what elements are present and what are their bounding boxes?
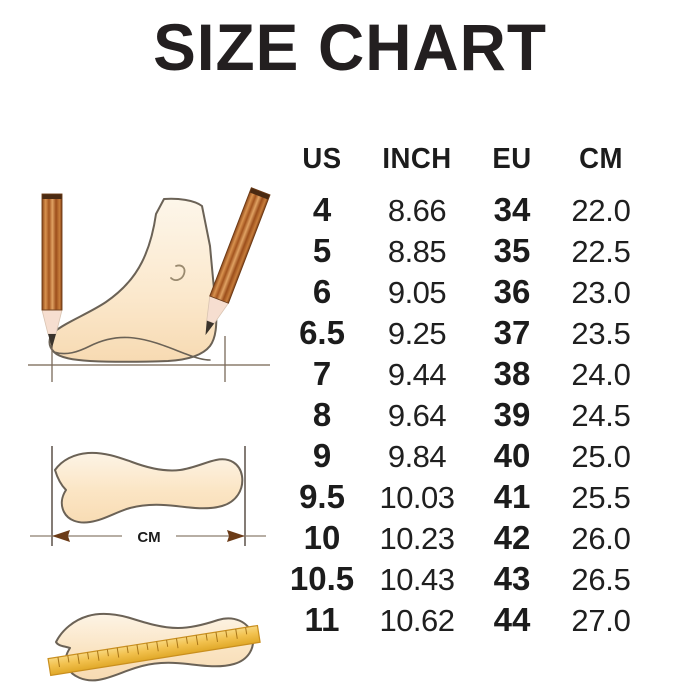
table-body: 4 8.66 34 22.0 5 8.85 35 22.5 6 9.05 36 23.0 6.5 9.25… [283, 191, 663, 642]
cell-us: 4 [312, 191, 332, 228]
table-row: 5 8.85 35 22.5 [283, 232, 663, 273]
table-row: 10 10.23 42 26.0 [283, 519, 663, 560]
cell-eu: 44 [493, 601, 531, 638]
cell-inch: 8.85 [387, 234, 447, 269]
foot-arch-detail [53, 336, 211, 361]
cell-us: 10.5 [289, 560, 355, 597]
cell-inch: 9.44 [387, 357, 447, 392]
cell-eu: 40 [493, 437, 531, 474]
pencil-right-icon [205, 187, 271, 336]
cell-cm: 23.0 [571, 275, 631, 310]
foot-tape-measure-illustration [26, 584, 276, 692]
cell-us: 5 [312, 232, 332, 269]
cell-eu: 38 [493, 355, 531, 392]
column-header-inch: INCH [382, 143, 452, 175]
cell-eu: 37 [493, 314, 531, 351]
cell-cm: 24.5 [571, 398, 631, 433]
table-row: 10.5 10.43 43 26.5 [283, 560, 663, 601]
size-chart-table: US INCH EU CM 4 8.66 34 22.0 5 8.85 35 22.5 6 9.0… [283, 143, 663, 642]
cell-cm: 26.5 [571, 562, 631, 597]
foot-sole-dimension-illustration: CM [22, 424, 272, 564]
table-row: 9.5 10.03 41 25.5 [283, 478, 663, 519]
cell-inch: 8.66 [387, 193, 447, 228]
table-row: 8 9.64 39 24.5 [283, 396, 663, 437]
cell-cm: 25.5 [571, 480, 631, 515]
table-row: 9 9.84 40 25.0 [283, 437, 663, 478]
cell-inch: 9.64 [387, 398, 447, 433]
column-header-cm: CM [579, 143, 623, 175]
column-header-eu: EU [492, 143, 532, 175]
cell-inch: 9.84 [387, 439, 447, 474]
cell-inch: 9.25 [387, 316, 447, 351]
table-row: 4 8.66 34 22.0 [283, 191, 663, 232]
cell-eu: 39 [493, 396, 531, 433]
cell-inch: 9.05 [387, 275, 447, 310]
cell-eu: 34 [493, 191, 531, 228]
foot-side-view-illustration [18, 186, 280, 391]
cell-us: 10 [303, 519, 341, 556]
measuring-tape-icon [47, 624, 261, 677]
cell-cm: 23.5 [571, 316, 631, 351]
cell-cm: 25.0 [571, 439, 631, 474]
cell-us: 9.5 [299, 478, 345, 515]
column-header-us: US [302, 143, 342, 175]
cm-dimension-label: CM [137, 529, 160, 546]
page-title: SIZE CHART [153, 10, 547, 84]
cell-us: 9 [312, 437, 332, 474]
cell-us: 6 [312, 273, 332, 310]
cell-us: 7 [312, 355, 332, 392]
cell-us: 11 [304, 601, 340, 638]
cell-inch: 10.43 [379, 562, 455, 597]
cell-inch: 10.03 [379, 480, 455, 515]
cell-cm: 26.0 [571, 521, 631, 556]
cell-cm: 27.0 [571, 603, 631, 638]
cell-us: 6.5 [299, 314, 345, 351]
ankle-bone-mark [170, 264, 186, 281]
cell-eu: 41 [493, 478, 531, 515]
table-row: 6 9.05 36 23.0 [283, 273, 663, 314]
table-row: 11 10.62 44 27.0 [283, 601, 663, 642]
table-header-row: US INCH EU CM [283, 143, 663, 191]
cell-eu: 43 [493, 560, 531, 597]
foot-sole-shape [54, 451, 244, 524]
cell-cm: 24.0 [571, 357, 631, 392]
cell-eu: 35 [493, 232, 531, 269]
cell-eu: 36 [493, 273, 531, 310]
table-row: 7 9.44 38 24.0 [283, 355, 663, 396]
pencil-left-icon [41, 193, 63, 348]
cell-inch: 10.62 [379, 603, 455, 638]
table-row: 6.5 9.25 37 23.5 [283, 314, 663, 355]
cell-inch: 10.23 [379, 521, 455, 556]
cell-cm: 22.0 [571, 193, 631, 228]
cell-eu: 42 [493, 519, 531, 556]
cell-us: 8 [312, 396, 332, 433]
cell-cm: 22.5 [571, 234, 631, 269]
